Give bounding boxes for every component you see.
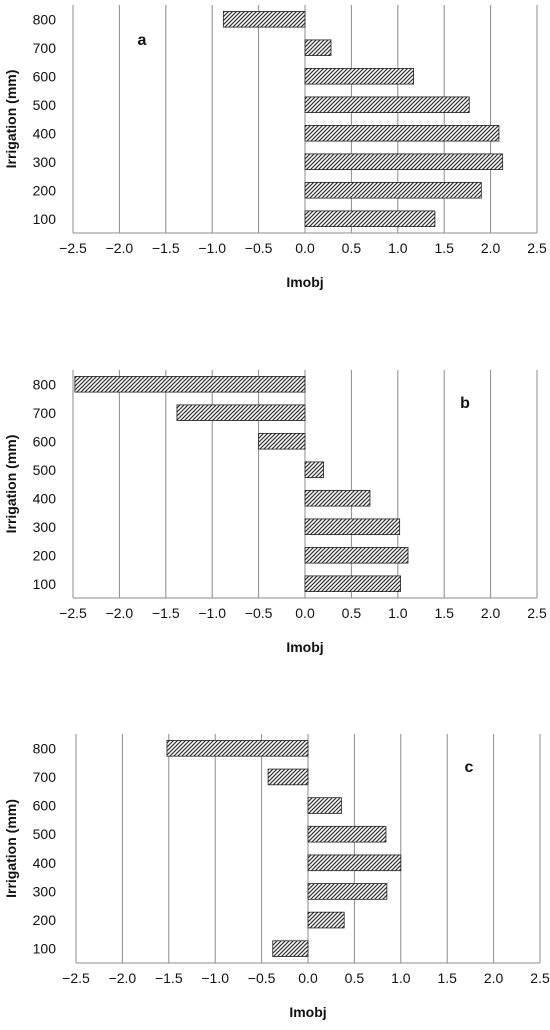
bar-200	[304, 182, 482, 199]
y-tick-label: 400	[33, 490, 57, 506]
y-tick-label: 200	[33, 547, 57, 563]
x-tick-label: 1.0	[388, 240, 408, 256]
x-tick-label: −1.5	[155, 970, 183, 986]
y-tick-label: 300	[33, 519, 57, 535]
chart-c: −2.5 −2.0 −1.5 −1.0 −0.5 0.0 0.5 1.0 1.5 2.0 2.5 10…	[3, 734, 550, 1020]
y-tick-label: 100	[33, 941, 57, 957]
bar-300	[304, 518, 401, 535]
x-tick-label: −1.5	[152, 240, 180, 256]
chart-b: −2.5 −2.0 −1.5 −1.0 −0.5 0.0 0.5 1.0 1.5 2.0 2.5 10…	[3, 370, 547, 655]
bar-600	[258, 433, 306, 450]
x-tick-label: −1.5	[152, 605, 180, 621]
x-tick-label: 0.5	[345, 970, 365, 986]
x-tick-label: −2.0	[106, 605, 134, 621]
y-tick-label: 300	[33, 154, 57, 170]
x-tick-label: −0.5	[245, 605, 273, 621]
x-tick-label: 1.5	[434, 605, 454, 621]
y-tick-label: 500	[33, 826, 57, 842]
x-tick-label: 2.5	[530, 970, 550, 986]
x-tick-label: −1.0	[201, 970, 229, 986]
x-tick-label: −2.5	[59, 240, 87, 256]
bar-800	[166, 740, 309, 757]
y-tick-label: 300	[33, 883, 57, 899]
y-tick-label: 800	[33, 740, 57, 756]
bar-600	[304, 68, 414, 85]
x-tick-label: −0.5	[245, 240, 273, 256]
bar-100	[272, 940, 309, 957]
y-tick-label: 200	[33, 182, 57, 198]
bar-700	[176, 404, 306, 421]
x-tick-label: −2.5	[59, 605, 87, 621]
panel-label: b	[460, 395, 470, 412]
x-tick-label: 2.0	[484, 970, 504, 986]
y-tick-label: 700	[33, 405, 57, 421]
bar-200	[307, 911, 345, 929]
bar-700	[267, 768, 309, 786]
bar-400	[304, 125, 500, 142]
bar-100	[304, 575, 401, 592]
x-tick-label: 1.0	[388, 605, 408, 621]
x-tick-label: −0.5	[248, 970, 276, 986]
x-tick-label: 2.5	[527, 605, 547, 621]
bar-400	[304, 490, 371, 507]
x-axis-title: Imobj	[286, 639, 323, 655]
y-tick-label: 700	[33, 40, 57, 56]
y-axis-title: Irrigation (mm)	[3, 70, 19, 169]
x-tick-label: 0.5	[342, 605, 362, 621]
x-tick-label: −1.0	[198, 240, 226, 256]
y-axis-title: Irrigation (mm)	[3, 435, 19, 534]
x-tick-label: 2.5	[527, 240, 547, 256]
x-tick-label: 0.0	[295, 605, 315, 621]
x-tick-label: 2.0	[481, 605, 501, 621]
y-tick-label: 500	[33, 97, 57, 113]
bar-700	[304, 39, 332, 56]
panel-label: a	[138, 32, 147, 49]
x-tick-label: 1.5	[437, 970, 457, 986]
bar-100	[304, 210, 436, 227]
x-axis-title: Imobj	[286, 274, 323, 290]
bar-500	[304, 461, 324, 478]
panel-label: c	[465, 759, 474, 776]
bar-400	[307, 854, 402, 872]
x-tick-label: 1.0	[391, 970, 411, 986]
y-axis-title: Irrigation (mm)	[3, 799, 19, 898]
bar-200	[304, 547, 409, 564]
x-tick-label: 1.5	[434, 240, 454, 256]
x-tick-label: 0.0	[298, 970, 318, 986]
y-tick-label: 100	[33, 576, 57, 592]
bar-300	[304, 153, 504, 170]
x-axis-title: Imobj	[289, 1004, 326, 1020]
x-tick-label: −2.5	[62, 970, 90, 986]
bar-500	[304, 96, 470, 113]
x-tick-label: −2.0	[109, 970, 137, 986]
y-tick-label: 600	[33, 433, 57, 449]
y-tick-label: 800	[33, 11, 57, 27]
y-tick-label: 700	[33, 769, 57, 785]
chart-a: −2.5 −2.0 −1.5 −1.0 −0.5 0.0 0.5 1.0 1.5 2.0 2.5 10…	[3, 5, 547, 290]
bar-600	[307, 797, 342, 814]
bar-800	[222, 11, 306, 28]
y-tick-label: 500	[33, 462, 57, 478]
y-tick-label: 600	[33, 68, 57, 84]
x-tick-label: −1.0	[198, 605, 226, 621]
y-tick-label: 400	[33, 125, 57, 141]
y-tick-label: 800	[33, 376, 57, 392]
x-tick-label: 2.0	[481, 240, 501, 256]
y-tick-label: 400	[33, 855, 57, 871]
y-tick-label: 600	[33, 798, 57, 814]
bar-300	[307, 883, 388, 900]
x-tick-label: −2.0	[106, 240, 134, 256]
y-tick-label: 100	[33, 211, 57, 227]
bar-500	[307, 825, 387, 843]
y-tick-label: 200	[33, 912, 57, 928]
bar-800	[74, 376, 306, 393]
x-tick-label: 0.0	[295, 240, 315, 256]
x-tick-label: 0.5	[342, 240, 362, 256]
